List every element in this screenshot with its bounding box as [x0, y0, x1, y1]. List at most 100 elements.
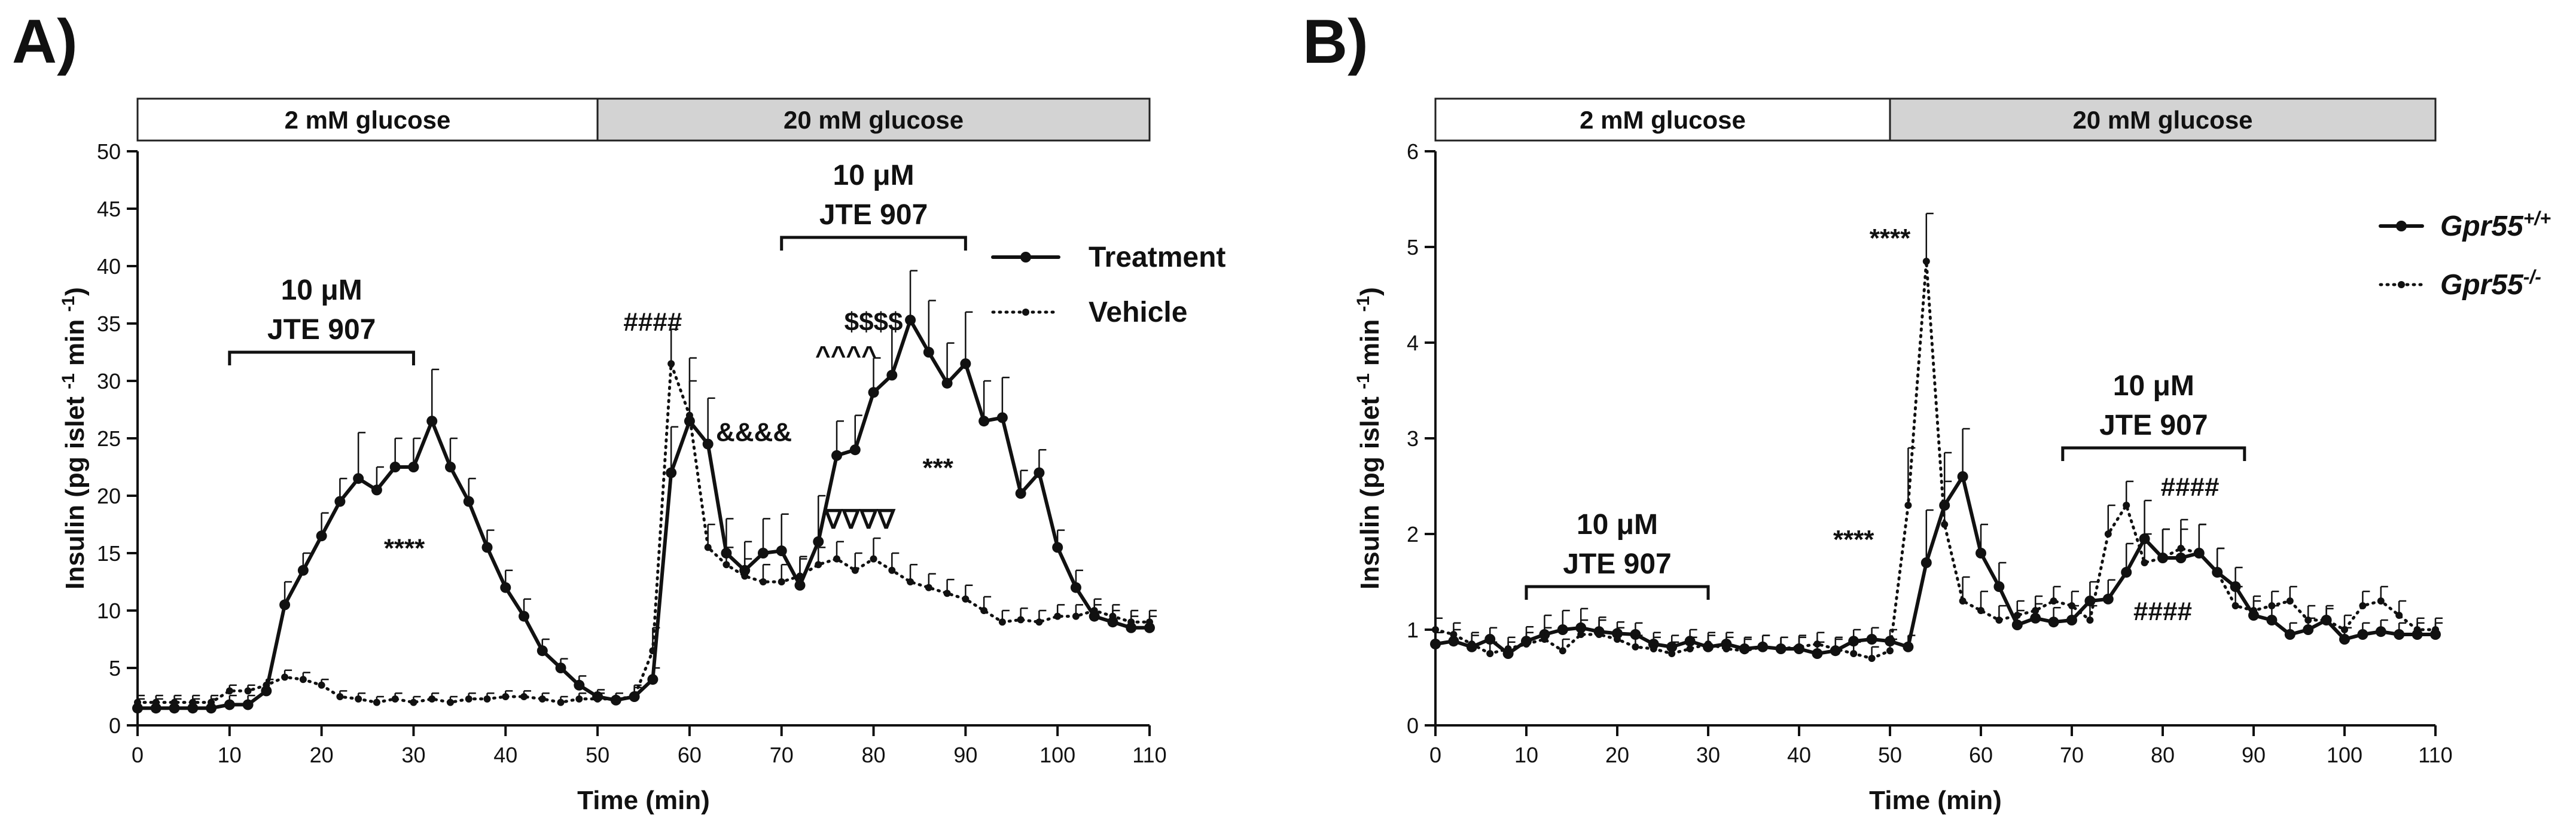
data-point [833, 555, 841, 563]
legend-marker [2396, 221, 2407, 231]
y-tick-label: 30 [97, 369, 121, 393]
x-tick-label: 70 [770, 743, 794, 767]
data-point [1868, 655, 1876, 662]
data-point [1813, 640, 1821, 648]
data-point [391, 695, 399, 703]
y-axis-title-part: ) [60, 287, 90, 296]
x-tick-label: 50 [1878, 743, 1902, 767]
data-point [1959, 597, 1967, 605]
data-point [2104, 530, 2112, 538]
data-point [1614, 636, 1621, 643]
data-point [612, 695, 620, 703]
data-point [1777, 645, 1785, 652]
data-point [2304, 617, 2312, 624]
data-point [2141, 559, 2148, 566]
data-point [444, 462, 456, 472]
significance-annotation: #### [2161, 472, 2220, 502]
data-point [134, 698, 141, 706]
data-point [907, 578, 914, 585]
data-point [557, 698, 565, 706]
data-point [794, 579, 806, 591]
y-tick-label: 5 [109, 656, 121, 681]
legend-label-text: Gpr55 [2440, 210, 2524, 242]
data-point [1035, 618, 1043, 626]
data-point [1995, 617, 2003, 624]
glucose-bar-segment [596, 97, 1151, 142]
data-point [189, 698, 197, 706]
data-point [1541, 636, 1548, 643]
data-point [905, 315, 916, 326]
data-point [2050, 597, 2057, 605]
glucose-bar-segment [136, 97, 599, 142]
y-axis-title-sup: -1 [1353, 296, 1373, 312]
treatment-conc-label: 10 μM [833, 160, 914, 191]
data-point [831, 450, 843, 461]
data-point [152, 698, 160, 706]
data-point [483, 695, 491, 703]
data-point [1090, 607, 1098, 614]
data-point [1486, 650, 1494, 657]
data-point [261, 685, 272, 697]
data-point [649, 647, 657, 655]
data-point [2177, 545, 2185, 552]
data-point [1904, 502, 1912, 509]
data-point [2086, 617, 2094, 624]
data-point [1017, 616, 1025, 624]
data-point [281, 673, 289, 681]
significance-annotation: ∇∇∇∇ [824, 505, 896, 534]
data-point [299, 676, 307, 683]
data-point [2068, 602, 2075, 609]
data-point [2341, 626, 2348, 633]
data-point [1070, 582, 1081, 593]
data-point [870, 555, 877, 563]
data-point [224, 699, 235, 710]
data-point [685, 411, 693, 419]
x-tick-label: 10 [1514, 743, 1538, 767]
data-point [1632, 643, 1639, 651]
data-point [1559, 647, 1566, 655]
data-point [2066, 615, 2077, 625]
data-point [796, 572, 804, 580]
data-point [2175, 553, 2187, 563]
data-point [538, 695, 546, 703]
data-point [2159, 554, 2166, 562]
data-point [1740, 647, 1748, 655]
x-axis-title: Time (min) [1869, 786, 2002, 815]
legend-label: Treatment [1089, 242, 1225, 273]
treatment-drug-label: JTE 907 [2099, 410, 2208, 441]
data-point [2286, 597, 2294, 605]
data-point [1109, 612, 1117, 620]
data-point [2121, 567, 2132, 578]
data-point [2123, 502, 2130, 509]
y-tick-label: 45 [97, 197, 121, 221]
data-point [2011, 620, 2023, 630]
glucose-bar-label: 20 mM glucose [2072, 106, 2252, 134]
data-point [1941, 521, 1949, 528]
legend-label-sup: -/- [2523, 266, 2541, 288]
data-point [2375, 626, 2386, 637]
data-point [998, 618, 1006, 626]
data-point [1034, 467, 1045, 478]
data-point [1848, 636, 1859, 647]
data-point [1595, 631, 1603, 638]
data-point [1650, 645, 1657, 652]
panel-label: B) [1303, 7, 1368, 77]
legend-marker [2398, 281, 2405, 288]
glucose-bar-label: 2 mM glucose [1580, 106, 1746, 134]
data-point [2030, 612, 2041, 624]
x-tick-label: 60 [1969, 743, 1993, 767]
data-point [355, 695, 362, 703]
x-tick-label: 40 [1787, 743, 1811, 767]
data-point [242, 699, 254, 710]
data-point [1468, 640, 1476, 648]
data-point [1723, 645, 1730, 652]
data-point [1448, 636, 1459, 647]
data-point [1450, 631, 1458, 638]
data-point [1831, 645, 1839, 652]
x-tick-label: 40 [493, 743, 517, 767]
data-point [410, 698, 417, 706]
data-point [1686, 645, 1694, 652]
data-point [980, 607, 988, 614]
data-point [1759, 643, 1767, 651]
data-point [2231, 602, 2239, 609]
